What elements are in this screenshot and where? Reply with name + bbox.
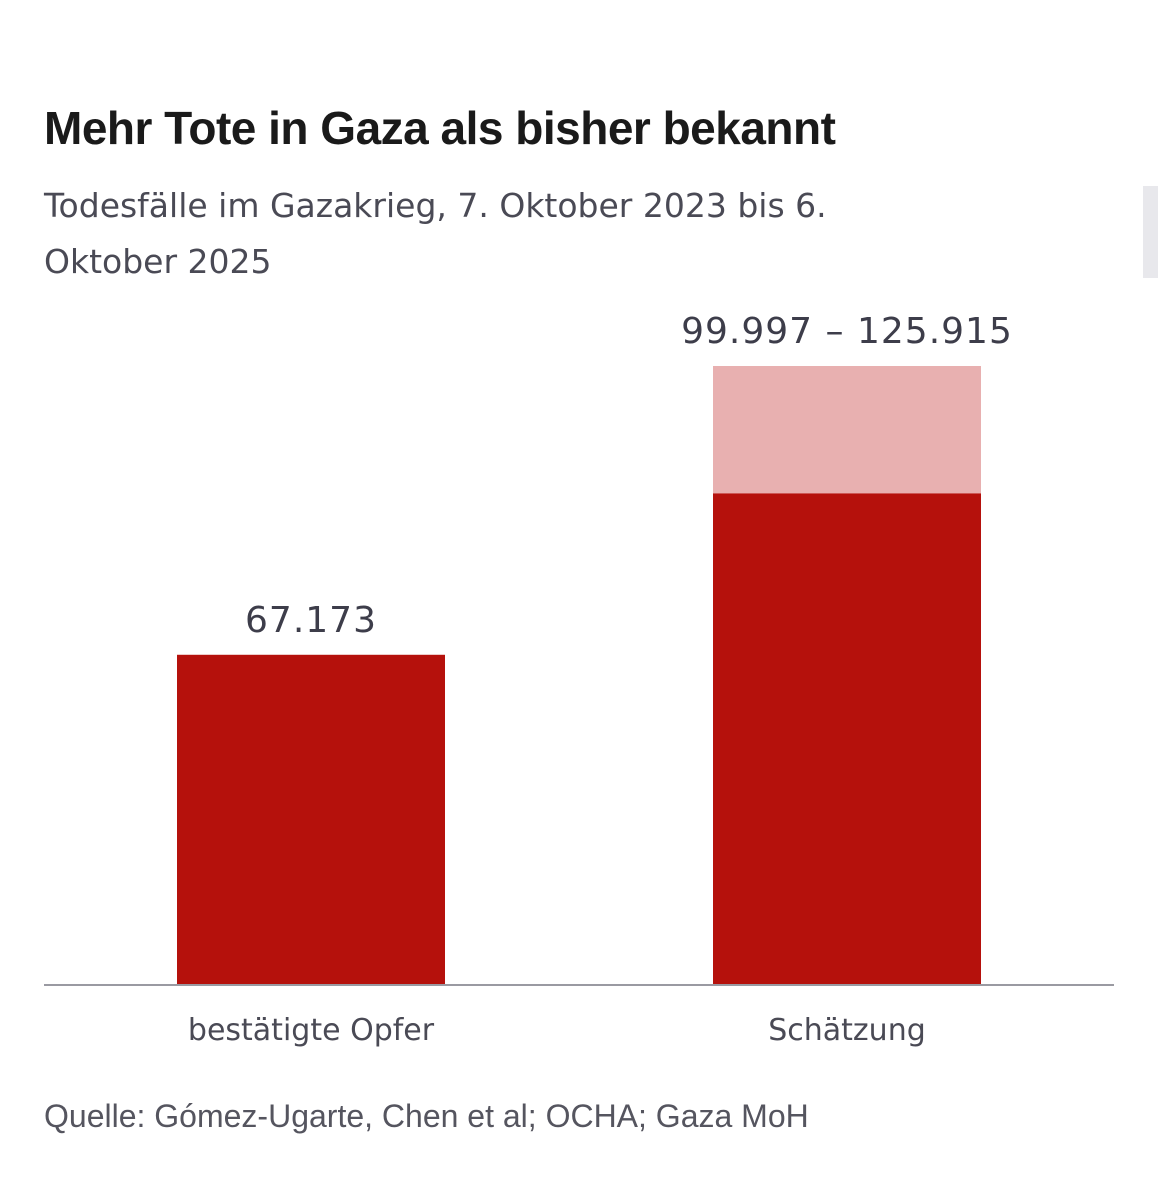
chart-subtitle: Todesfälle im Gazakrieg, 7. Oktober 2023… <box>44 186 827 281</box>
chart-title: Mehr Tote in Gaza als bisher bekannt <box>44 102 836 154</box>
source-note: Quelle: Gómez-Ugarte, Chen et al; OCHA; … <box>44 1098 809 1134</box>
bar-value-label: 67.173 <box>245 600 377 641</box>
x-tick-label: Schätzung <box>768 1013 926 1048</box>
scrollbar-thumb[interactable] <box>1143 186 1158 278</box>
bar-value-label: 99.997 – 125.915 <box>681 311 1013 352</box>
bar-confirmed <box>177 654 445 985</box>
bar-estimate-low <box>713 493 981 985</box>
bar-estimate-range <box>713 366 981 494</box>
x-tick-label: bestätigte Opfer <box>188 1013 435 1048</box>
